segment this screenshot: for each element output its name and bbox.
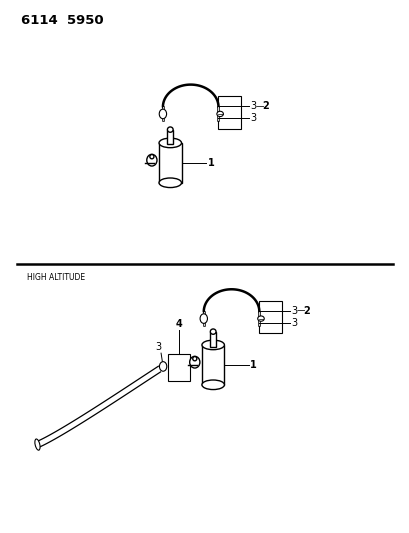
Bar — [210, 332, 216, 346]
Bar — [159, 143, 181, 183]
Text: 3: 3 — [290, 306, 297, 316]
Circle shape — [159, 109, 166, 119]
Text: 2: 2 — [262, 101, 268, 111]
Ellipse shape — [202, 340, 224, 350]
Ellipse shape — [159, 138, 181, 148]
Circle shape — [200, 314, 207, 324]
Ellipse shape — [210, 329, 216, 334]
Bar — [218, 96, 240, 129]
Text: 1: 1 — [250, 360, 256, 370]
Text: 2: 2 — [302, 306, 309, 316]
Ellipse shape — [159, 178, 181, 188]
Text: HIGH ALTITUDE: HIGH ALTITUDE — [27, 273, 85, 282]
Ellipse shape — [146, 155, 157, 166]
Text: 1: 1 — [207, 158, 213, 168]
Ellipse shape — [35, 439, 40, 450]
Ellipse shape — [202, 380, 224, 390]
Text: 3: 3 — [290, 318, 297, 328]
Ellipse shape — [189, 357, 200, 368]
Bar — [202, 345, 224, 385]
Ellipse shape — [216, 111, 223, 117]
Ellipse shape — [257, 316, 264, 321]
Text: —: — — [296, 306, 304, 316]
Text: 4: 4 — [175, 319, 182, 329]
Text: 3: 3 — [155, 342, 162, 352]
Text: 3: 3 — [250, 114, 256, 123]
Text: 6114  5950: 6114 5950 — [21, 14, 103, 27]
Ellipse shape — [149, 155, 153, 159]
Text: 3: 3 — [250, 101, 256, 111]
Ellipse shape — [167, 127, 173, 132]
Bar — [259, 301, 281, 334]
Circle shape — [159, 362, 166, 371]
Bar — [168, 354, 190, 381]
Text: —: — — [255, 102, 263, 111]
Ellipse shape — [192, 357, 196, 361]
Bar — [167, 130, 173, 144]
